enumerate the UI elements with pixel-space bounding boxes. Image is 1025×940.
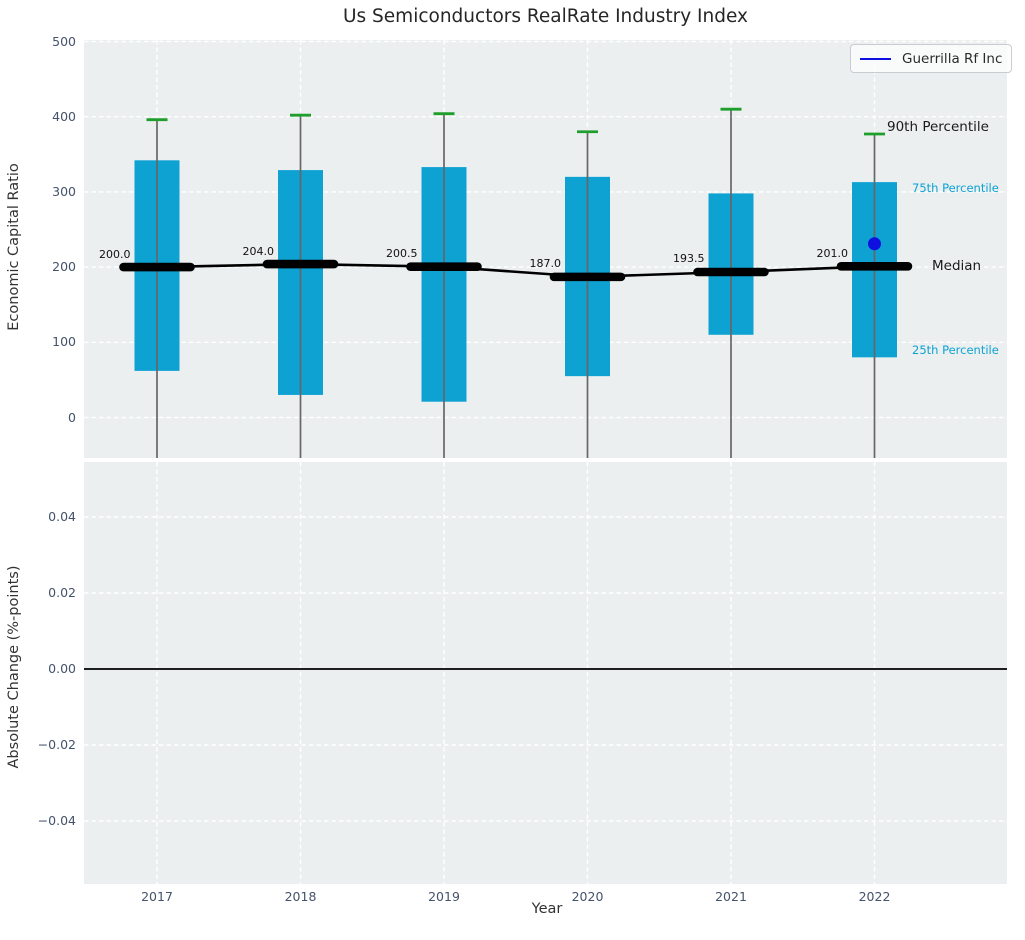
x-tick-2020: 2020 bbox=[571, 889, 604, 904]
median-value-2019: 200.5 bbox=[386, 247, 418, 261]
bottom-y-tick-−0.02: −0.02 bbox=[37, 737, 76, 752]
top-y-tick-300: 300 bbox=[52, 183, 76, 199]
bottom-y-tick-0.04: 0.04 bbox=[48, 509, 76, 524]
top-y-tick-400: 400 bbox=[52, 108, 76, 124]
median-value-2021: 193.5 bbox=[673, 252, 705, 266]
median-value-2020: 187.0 bbox=[529, 257, 562, 271]
median-annotation-label: Median bbox=[932, 258, 982, 274]
top-y-tick-0: 0 bbox=[68, 409, 76, 425]
p90-percentile-label: 90th Percentile bbox=[887, 119, 989, 135]
legend-label: Guerrilla Rf Inc bbox=[902, 50, 1003, 67]
x-tick-2018: 2018 bbox=[284, 889, 317, 904]
median-value-2018: 204.0 bbox=[242, 244, 275, 258]
x-tick-2021: 2021 bbox=[715, 889, 747, 904]
bottom-y-tick-0.00: 0.00 bbox=[48, 661, 76, 676]
x-tick-2022: 2022 bbox=[858, 889, 891, 904]
x-tick-2017: 2017 bbox=[141, 889, 173, 904]
chart-title: Us Semiconductors RealRate Industry Inde… bbox=[343, 6, 748, 27]
top-y-tick-500: 500 bbox=[52, 33, 76, 49]
x-axis-label: Year bbox=[531, 901, 563, 917]
x-tick-2019: 2019 bbox=[428, 889, 460, 904]
boxplot-canvas bbox=[84, 40, 1007, 458]
p25-percentile-label: 25th Percentile bbox=[912, 343, 999, 357]
median-value-2022: 201.0 bbox=[816, 246, 849, 260]
legend: Guerrilla Rf Inc bbox=[850, 44, 1013, 73]
bottom-panel-absolute-change bbox=[84, 462, 1007, 884]
median-value-2017: 200.0 bbox=[99, 247, 131, 261]
bottom-y-tick-−0.04: −0.04 bbox=[37, 813, 76, 828]
top-y-axis-label: Economic Capital Ratio bbox=[6, 163, 22, 331]
company-marker-2022 bbox=[868, 237, 881, 251]
change-canvas bbox=[84, 462, 1007, 884]
bottom-y-tick-0.02: 0.02 bbox=[48, 585, 76, 600]
p75-percentile-label: 75th Percentile bbox=[912, 181, 999, 195]
top-panel-economic-capital-ratio bbox=[84, 40, 1007, 458]
top-y-tick-100: 100 bbox=[52, 334, 76, 350]
top-y-tick-200: 200 bbox=[52, 259, 76, 275]
legend-line-icon bbox=[860, 57, 891, 60]
